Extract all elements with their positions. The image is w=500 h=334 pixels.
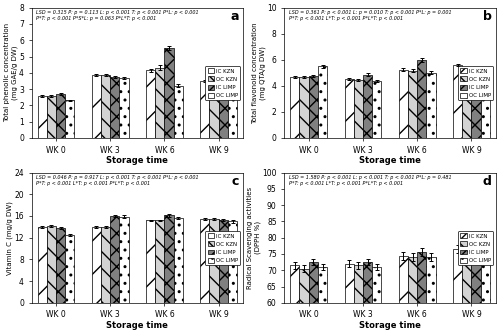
Bar [344, 264, 354, 334]
Bar [200, 81, 209, 138]
Bar [453, 249, 462, 334]
Bar [408, 257, 417, 334]
Legend: IC KZN, OC KZN, IC LIMP, OC LIMP: IC KZN, OC KZN, IC LIMP, OC LIMP [206, 231, 240, 265]
Bar [210, 219, 218, 303]
X-axis label: Storage time: Storage time [106, 321, 168, 330]
Legend: IC KZN, OC KZN, IC LIMP, OC LIMP: IC KZN, OC KZN, IC LIMP, OC LIMP [206, 66, 240, 100]
Bar [344, 79, 354, 138]
Text: b: b [482, 10, 492, 23]
Bar [462, 77, 471, 138]
Bar [65, 101, 74, 138]
Bar [398, 256, 408, 334]
Legend: IC KZN, OC KZN, IC LIMP, OC LIMP: IC KZN, OC KZN, IC LIMP, OC LIMP [458, 231, 493, 265]
Bar [417, 253, 426, 334]
Bar [363, 75, 372, 138]
Bar [480, 253, 490, 334]
Bar [417, 60, 426, 138]
Bar [210, 84, 218, 138]
Bar [300, 269, 308, 334]
Bar [372, 81, 382, 138]
Bar [300, 77, 308, 138]
Bar [101, 227, 110, 303]
Bar [65, 235, 74, 303]
Bar [318, 267, 327, 334]
Bar [92, 227, 101, 303]
Bar [120, 78, 128, 138]
Bar [453, 65, 462, 138]
Text: LSD = 0.361 P: p < 0.001 L: p = 0.010 T: p < 0.001 P*L: p = 0.001
P*T: p < 0.001: LSD = 0.361 P: p < 0.001 L: p = 0.010 T:… [288, 10, 451, 21]
Bar [164, 48, 173, 138]
Bar [47, 97, 56, 138]
Bar [174, 86, 183, 138]
Bar [228, 221, 237, 303]
Bar [101, 75, 110, 138]
Y-axis label: Total flavonoid concentration
(mg QTA/g DW): Total flavonoid concentration (mg QTA/g … [252, 22, 266, 124]
Bar [155, 220, 164, 303]
Bar [408, 71, 417, 138]
Bar [290, 266, 300, 334]
Bar [146, 220, 155, 303]
Bar [38, 96, 47, 138]
Bar [372, 267, 382, 334]
Bar [398, 69, 408, 138]
Y-axis label: Vitamin C (mg/g DW): Vitamin C (mg/g DW) [6, 201, 13, 275]
Bar [56, 94, 65, 138]
Legend: IC KZN, OC KZN, IC LIMP, OC LIMP: IC KZN, OC KZN, IC LIMP, OC LIMP [458, 66, 493, 100]
Bar [426, 257, 436, 334]
X-axis label: Storage time: Storage time [359, 156, 421, 165]
Text: LSD = 1.580 P: p < 0.001 L: p < 0.001 T: p < 0.001 P*L: p = 0.481
P*T: p < 0.001: LSD = 1.580 P: p < 0.001 L: p < 0.001 T:… [288, 175, 451, 186]
Bar [164, 215, 173, 303]
Bar [308, 76, 318, 138]
Bar [92, 75, 101, 138]
Bar [354, 266, 363, 334]
Bar [218, 220, 228, 303]
X-axis label: Storage time: Storage time [106, 156, 168, 165]
Bar [472, 78, 480, 138]
Bar [218, 84, 228, 138]
Text: a: a [230, 10, 239, 23]
Y-axis label: Radical Scavenging activities
(DPPH %): Radical Scavenging activities (DPPH %) [248, 187, 261, 289]
Bar [318, 66, 327, 138]
Bar [120, 216, 128, 303]
Bar [200, 219, 209, 303]
Bar [462, 253, 471, 334]
Text: d: d [482, 175, 492, 188]
Bar [228, 88, 237, 138]
Bar [110, 77, 120, 138]
Bar [56, 228, 65, 303]
Bar [354, 80, 363, 138]
Bar [480, 83, 490, 138]
X-axis label: Storage time: Storage time [359, 321, 421, 330]
Bar [110, 216, 120, 303]
Bar [47, 226, 56, 303]
Bar [174, 218, 183, 303]
Text: LSD = 0.315 P: p = 0.113 L: p < 0.001 T: p < 0.001 P*L: p < 0.001
P*T: p < 0.001: LSD = 0.315 P: p = 0.113 L: p < 0.001 T:… [36, 10, 198, 21]
Bar [426, 73, 436, 138]
Bar [308, 262, 318, 334]
Bar [146, 70, 155, 138]
Y-axis label: Total phenolic concentration
(mg GAE/g DW): Total phenolic concentration (mg GAE/g D… [4, 23, 18, 122]
Text: c: c [232, 175, 239, 188]
Bar [38, 227, 47, 303]
Bar [155, 68, 164, 138]
Bar [290, 77, 300, 138]
Bar [363, 262, 372, 334]
Text: LSD = 0.046 P: p = 0.917 L: p < 0.001 T: p < 0.001 P*L: p < 0.001
P*T: p < 0.001: LSD = 0.046 P: p = 0.917 L: p < 0.001 T:… [36, 175, 198, 186]
Bar [472, 247, 480, 334]
